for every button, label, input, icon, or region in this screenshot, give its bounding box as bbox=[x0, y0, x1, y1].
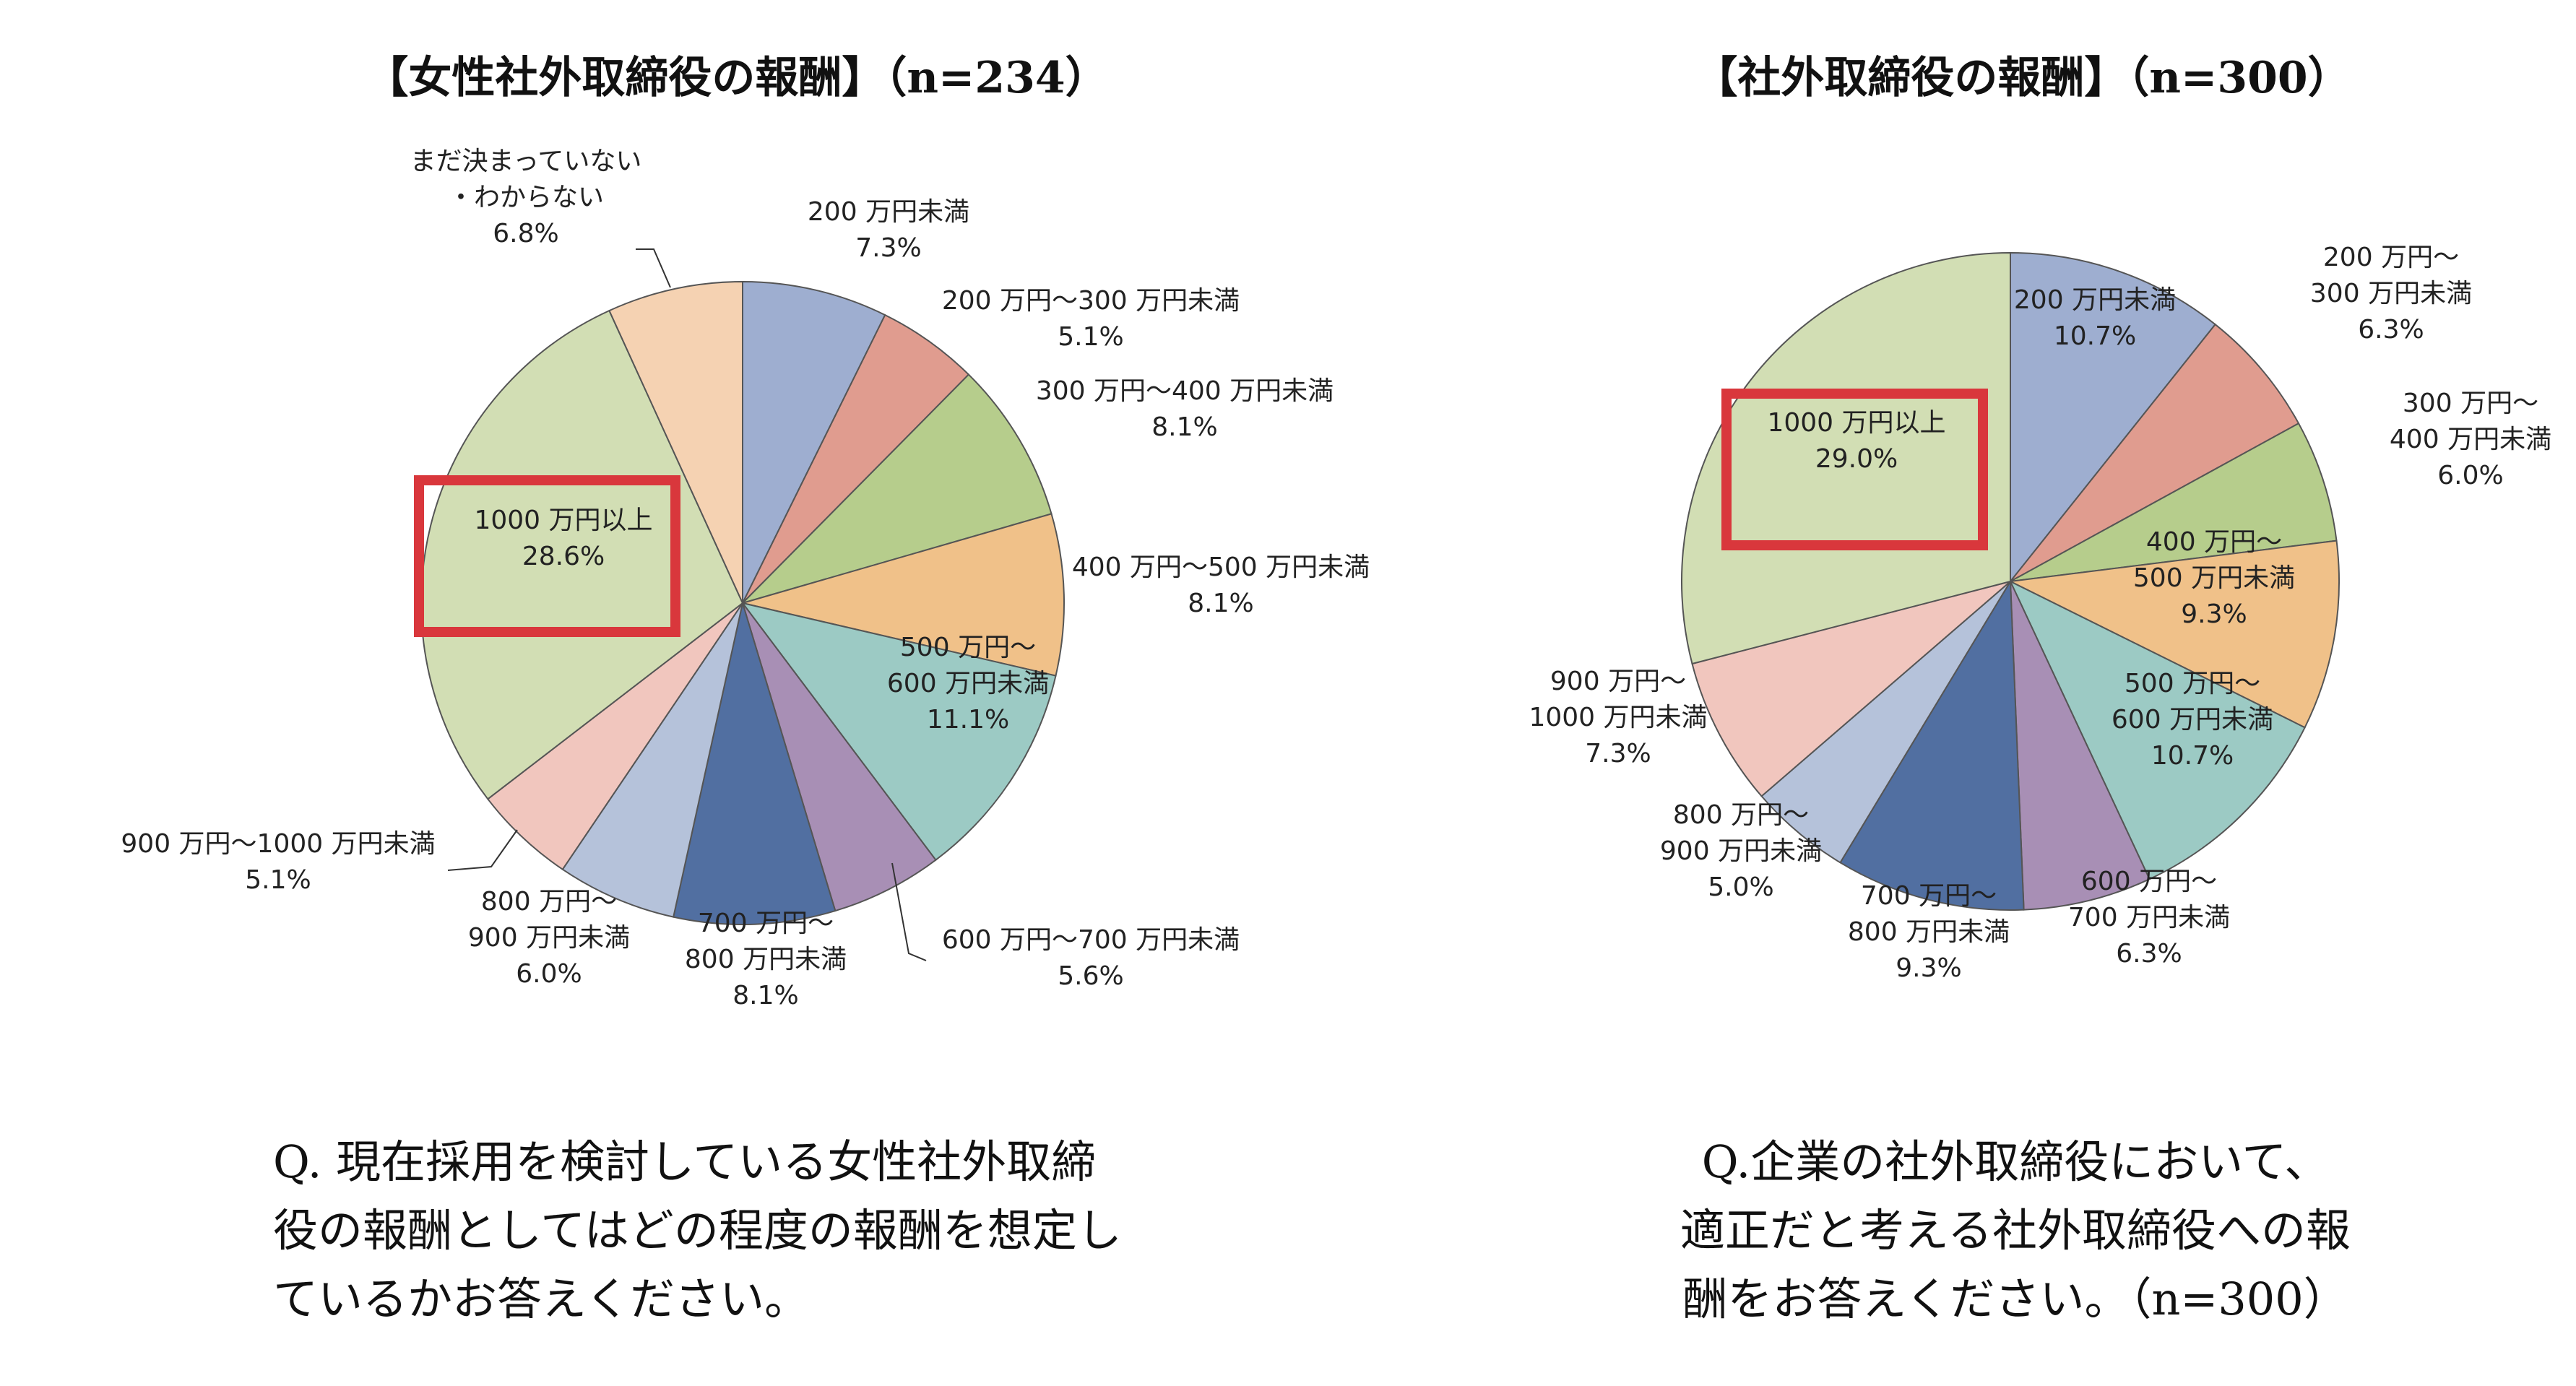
pie-slice-5 bbox=[742, 602, 937, 912]
leader-line-10 bbox=[636, 248, 671, 288]
left-leader-lines bbox=[447, 248, 927, 961]
right-question: Q.企業の社外取締役において、 適正だと考える社外取締役への報 酬をお答えくださ… bbox=[1680, 1135, 2351, 1325]
pie-slice-5 bbox=[2010, 581, 2151, 911]
slice-label-0: 200 万円未満 7.3% bbox=[808, 197, 969, 263]
slice-label-6: 700 万円～ 800 万円未満 8.1% bbox=[685, 909, 847, 1010]
right-pie-slices bbox=[1681, 251, 2341, 911]
slice-label-8: 900 万円～1000 万円未満 5.1% bbox=[121, 829, 435, 895]
pie-slice-0 bbox=[2010, 251, 2217, 584]
slice-label-2: 300 万円～ 400 万円未満 6.0% bbox=[2390, 389, 2551, 490]
left-question-line-1: Q. 現在採用を検討している女性社外取締 bbox=[273, 1135, 1096, 1188]
pie-slice-9 bbox=[420, 309, 744, 800]
slice-label-3: 400 万円～500 万円未満 8.1% bbox=[1072, 553, 1370, 618]
pie-slice-6 bbox=[673, 600, 837, 925]
slice-label-9: 1000 万円以上 28.6% bbox=[474, 506, 652, 571]
pie-slice-8 bbox=[1691, 581, 2011, 797]
left-question-line-3: ているかお答えください。 bbox=[273, 1273, 809, 1325]
slice-label-6: 700 万円～ 800 万円未満 9.3% bbox=[1848, 881, 2010, 983]
slice-label-4: 500 万円～ 600 万円未満 10.7% bbox=[2112, 669, 2273, 771]
pie-slice-10 bbox=[608, 280, 743, 604]
left-pie-slices bbox=[420, 280, 1066, 925]
pie-slice-0 bbox=[742, 280, 886, 604]
left-slice-labels: 200 万円未満 7.3% 200 万円～300 万円未満 5.1% 300 万円～40… bbox=[121, 147, 1370, 1010]
left-pie-chart: 【女性社外取締役の報酬】（n=234） 200 万円未満 7.3% 200 万円～3… bbox=[121, 53, 1370, 1325]
slice-label-5: 600 万円～700 万円未満 5.6% bbox=[942, 925, 1240, 991]
pie-slice-2 bbox=[740, 373, 1053, 605]
slice-label-8: 900 万円～ 1000 万円未満 7.3% bbox=[1529, 667, 1707, 768]
pie-slice-9 bbox=[1681, 251, 2011, 665]
right-question-line-3: 酬をお答えください。（n=300） bbox=[1682, 1273, 2348, 1325]
slice-label-5: 600 万円～ 700 万円未満 6.3% bbox=[2068, 867, 2230, 969]
pie-slice-7 bbox=[1760, 581, 2011, 864]
slice-label-9: 1000 万円以上 29.0% bbox=[1767, 408, 1945, 474]
pie-slice-6 bbox=[1839, 579, 2025, 911]
pie-slice-2 bbox=[2010, 422, 2338, 582]
slice-label-7: 800 万円～ 900 万円未満 6.0% bbox=[468, 887, 630, 989]
slice-label-1: 200 万円～300 万円未満 5.1% bbox=[942, 286, 1240, 352]
pie-slice-4 bbox=[2008, 579, 2306, 880]
slice-label-0: 200 万円未満 10.7% bbox=[2014, 285, 2176, 351]
pie-slice-1 bbox=[742, 313, 970, 604]
left-chart-title: 【女性社外取締役の報酬】（n=234） bbox=[365, 53, 1108, 103]
right-pie-chart: 【社外取締役の報酬】（n=300） 200 万円未満 10.7% 200 万円～ 30… bbox=[1529, 53, 2551, 1325]
right-question-line-1: Q.企業の社外取締役において、 bbox=[1702, 1135, 2330, 1188]
right-question-line-2: 適正だと考える社外取締役への報 bbox=[1680, 1204, 2351, 1257]
leader-line-8 bbox=[447, 829, 518, 871]
pie-slice-8 bbox=[486, 602, 743, 871]
slice-label-1: 200 万円～ 300 万円未満 6.3% bbox=[2310, 243, 2472, 345]
right-chart-title: 【社外取締役の報酬】（n=300） bbox=[1694, 53, 2351, 103]
right-slice-labels: 200 万円未満 10.7% 200 万円～ 300 万円未満 6.3% 300 万円～ 4… bbox=[1529, 243, 2551, 983]
slice-label-7: 800 万円～ 900 万円未満 5.0% bbox=[1660, 800, 1822, 902]
left-question: Q. 現在採用を検討している女性社外取締 役の報酬としてはどの程度の報酬を想定し… bbox=[273, 1135, 1122, 1325]
slice-label-2: 300 万円～400 万円未満 8.1% bbox=[1036, 376, 1334, 442]
left-highlight-box bbox=[414, 475, 680, 637]
left-question-line-2: 役の報酬としてはどの程度の報酬を想定し bbox=[273, 1204, 1122, 1257]
pie-slice-3 bbox=[740, 513, 1066, 677]
pie-slice-1 bbox=[2010, 323, 2300, 582]
slice-label-10: まだ決まっていない・わからない 6.8% bbox=[410, 147, 642, 248]
pie-slice-7 bbox=[561, 602, 743, 918]
slice-label-4: 500 万円～ 600 万円未満 11.1% bbox=[887, 633, 1049, 735]
leader-line-5 bbox=[891, 862, 927, 961]
pie-slice-4 bbox=[740, 602, 1057, 862]
pie-slice-3 bbox=[2007, 540, 2341, 729]
right-highlight-box bbox=[1721, 389, 1988, 550]
slice-label-3: 400 万円～ 500 万円未満 9.3% bbox=[2133, 527, 2295, 629]
